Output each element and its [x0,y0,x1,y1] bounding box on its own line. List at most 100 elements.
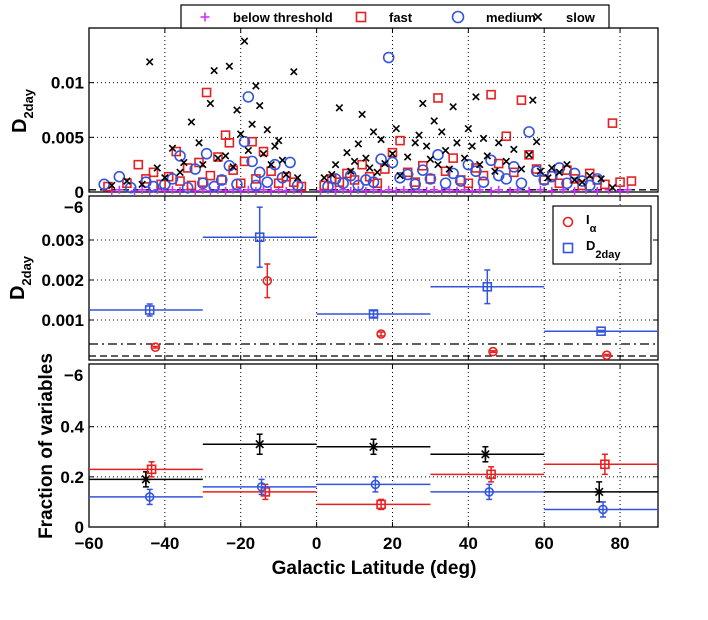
data-point [229,163,237,171]
data-point [409,178,422,191]
data-point [198,185,207,194]
data-point [570,176,579,184]
marker [486,469,496,480]
y-tick-label: 0 [75,183,84,202]
data-point [422,142,431,150]
data-point [246,155,258,168]
data-point [403,153,412,161]
legend-middle-box [552,205,652,265]
data-point [174,150,186,162]
data-point [501,131,512,142]
data-point [123,177,131,185]
legend-entry: slow [533,10,596,25]
data-point [492,169,505,182]
data-point [375,153,387,165]
data-point [524,150,534,160]
marker [596,326,606,337]
legend-label: medium [486,10,536,25]
data-point [462,158,475,171]
data-point [316,309,431,319]
data-point [182,163,193,173]
legend-middle: Iα D2day [552,205,652,265]
marker [368,309,379,319]
data-point [233,106,241,114]
data-point [578,178,586,186]
series-medium [89,476,658,518]
data-point [236,130,245,138]
data-point [510,145,518,154]
data-point [597,175,605,183]
legend-marker [200,12,210,22]
data-point [247,136,257,147]
data-point [392,186,401,195]
data-point [502,157,511,166]
data-point [555,168,564,177]
marker [146,464,157,475]
marker [484,487,494,497]
data-point [468,142,476,150]
data-point [316,438,431,456]
data-point [250,179,262,192]
data-point [486,89,496,100]
data-point [148,167,159,178]
data-point [231,178,243,191]
marker [262,275,273,286]
data-point [278,156,287,165]
data-point [145,58,154,66]
data-point [200,147,213,160]
x-tick-label: −60 [75,534,104,553]
series-fast [89,453,658,511]
data-point [487,186,496,195]
data-point [494,185,503,194]
data-point [176,186,185,195]
x-tick-label: 80 [611,534,630,553]
data-point [346,167,355,175]
data-point [394,171,406,184]
data-point [544,453,658,476]
data-point [464,124,473,133]
data-point [440,166,451,177]
data-point [376,329,386,339]
data-point [328,170,336,179]
data-point [388,149,397,158]
marker [150,342,161,353]
data-point [532,137,541,146]
data-point [147,180,160,193]
data-point [623,185,632,194]
data-point [432,149,444,161]
data-point [392,124,401,133]
data-point [434,160,442,169]
data-point [153,164,162,172]
legend-marker [451,10,465,24]
data-point [213,152,223,162]
data-point [615,177,625,187]
data-point [365,164,374,172]
data-point [417,164,429,176]
data-point [176,168,184,177]
data-point [430,269,545,305]
data-point [536,185,545,194]
data-point [159,178,171,191]
data-point [337,177,349,190]
data-point [195,139,203,147]
data-point [276,171,289,184]
data-point [536,167,545,175]
marker [144,492,155,502]
data-point [491,167,499,175]
data-point [220,130,231,140]
data-point [426,155,435,163]
data-point [271,142,279,150]
data-point [350,157,359,166]
y-tick-label: 0.002 [41,271,84,290]
data-point [339,185,348,194]
legend-top-box [180,4,610,29]
data-point [439,177,452,190]
data-point [477,176,490,188]
y-tick-label: 0.003 [41,231,84,250]
data-point [401,168,414,181]
data-point [437,186,446,195]
data-point [523,126,535,138]
data-point [395,135,405,146]
data-point [215,174,228,186]
panel-bottom-frame [88,363,659,528]
